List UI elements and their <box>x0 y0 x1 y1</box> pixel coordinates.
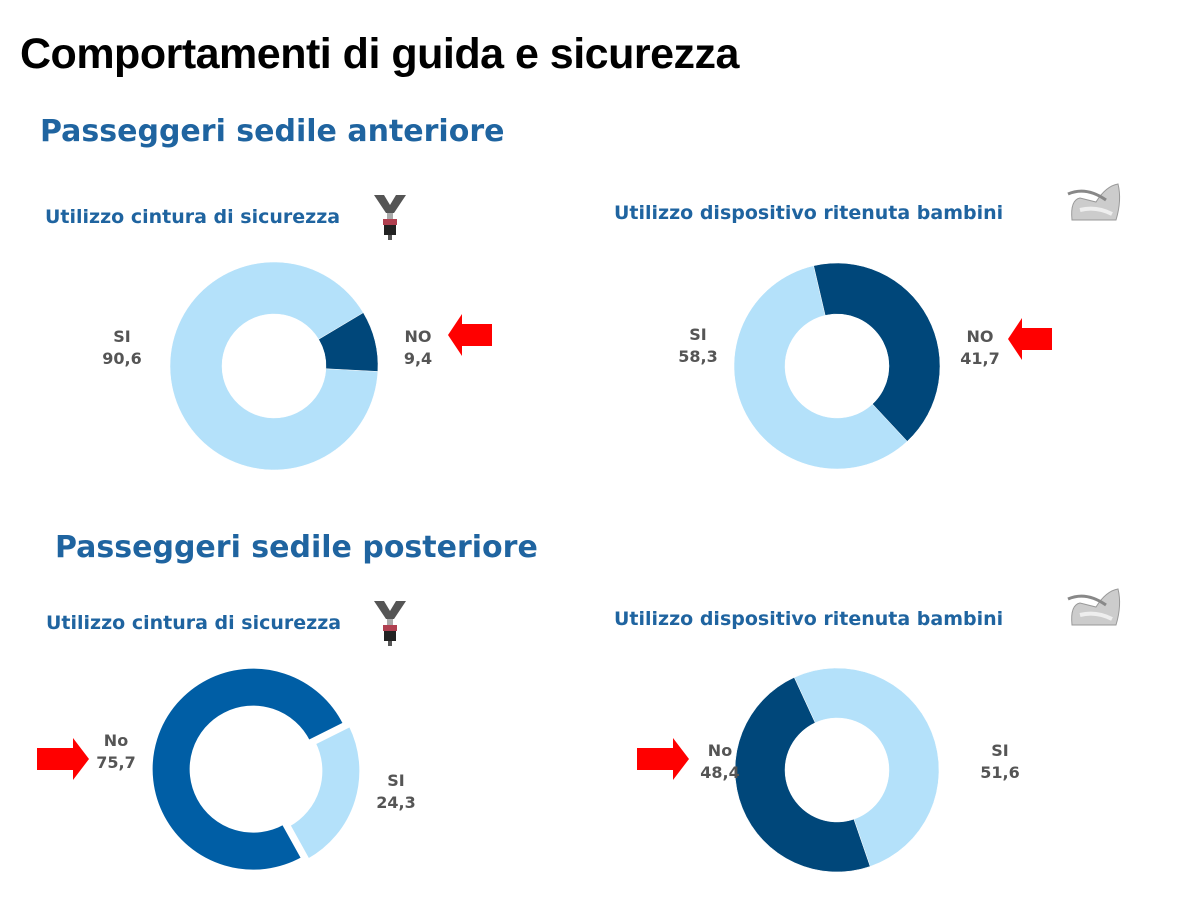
chart-2-title: Utilizzo dispositivo ritenuta bambini <box>614 202 1004 224</box>
donut-chart-4 <box>734 667 940 873</box>
donut-chart-1 <box>169 261 379 471</box>
red-arrow-right-icon <box>37 738 89 780</box>
donut-chart-2 <box>733 262 941 470</box>
donut-slice-no <box>318 312 379 372</box>
section-rear-title: Passeggeri sedile posteriore <box>55 530 538 565</box>
section-front-title: Passeggeri sedile anteriore <box>40 114 505 149</box>
red-arrow-left-icon <box>1008 318 1052 360</box>
chart-4-label-si: SI 51,6 <box>980 741 1020 782</box>
chart-3-title: Utilizzo cintura di sicurezza <box>46 612 342 634</box>
donut-slice-no <box>813 262 941 442</box>
chart-3-label-no: No 75,7 <box>96 731 136 772</box>
child-seat-icon <box>1067 183 1121 221</box>
page-title: Comportamenti di guida e sicurezza <box>20 30 739 78</box>
donut-slice-no <box>149 665 347 873</box>
chart-2-label-si: SI 58,3 <box>678 325 718 366</box>
chart-1-title: Utilizzo cintura di sicurezza <box>45 206 341 228</box>
donut-slice-no <box>734 677 871 873</box>
chart-1-label-si: SI 90,6 <box>102 327 142 368</box>
chart-4-title: Utilizzo dispositivo ritenuta bambini <box>614 608 1004 630</box>
chart-1-label-no: NO 9,4 <box>403 327 433 368</box>
donut-slice-si <box>733 265 908 470</box>
chart-2-label-no: NO 41,7 <box>960 327 1000 368</box>
donut-chart-3 <box>149 665 363 873</box>
red-arrow-right-icon <box>637 738 689 780</box>
seatbelt-icon <box>374 601 406 646</box>
chart-4-label-no: No 48,4 <box>700 741 740 782</box>
chart-3-label-si: SI 24,3 <box>376 771 416 812</box>
seatbelt-icon <box>374 195 406 240</box>
child-seat-icon <box>1067 588 1121 626</box>
donut-slice-si <box>286 723 363 863</box>
donut-slice-si <box>169 261 379 471</box>
red-arrow-left-icon <box>448 314 492 356</box>
